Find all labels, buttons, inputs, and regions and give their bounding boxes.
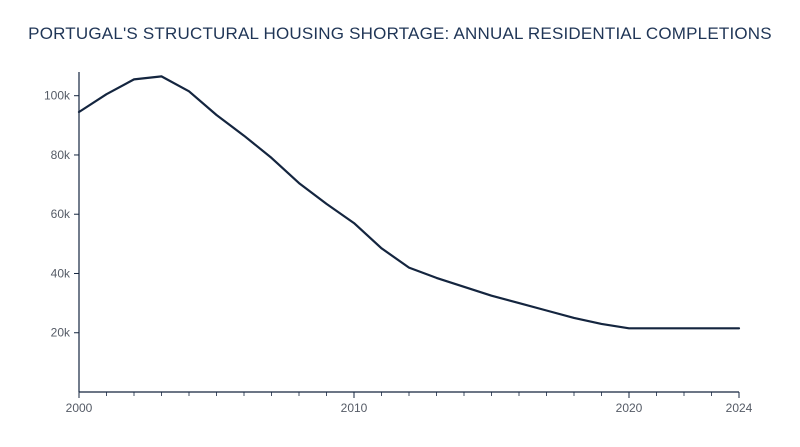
axes	[78, 72, 739, 393]
tick-labels: 20k 40k 60k 80k 100k 2000 2010 2020 2024	[44, 89, 753, 415]
y-tick-label: 60k	[51, 207, 71, 221]
y-tick-label: 100k	[44, 89, 71, 103]
x-tick-label: 2024	[726, 401, 753, 415]
ticks	[74, 95, 740, 398]
series-line	[77, 75, 741, 330]
x-tick-label: 2000	[66, 401, 93, 415]
chart-title: PORTUGAL'S STRUCTURAL HOUSING SHORTAGE: …	[28, 24, 772, 43]
x-tick-label: 2020	[616, 401, 643, 415]
y-tick-label: 20k	[51, 326, 71, 340]
x-tick-label: 2010	[341, 401, 368, 415]
y-tick-label: 40k	[51, 266, 71, 280]
y-tick-label: 80k	[51, 148, 71, 162]
series-group	[77, 75, 741, 330]
